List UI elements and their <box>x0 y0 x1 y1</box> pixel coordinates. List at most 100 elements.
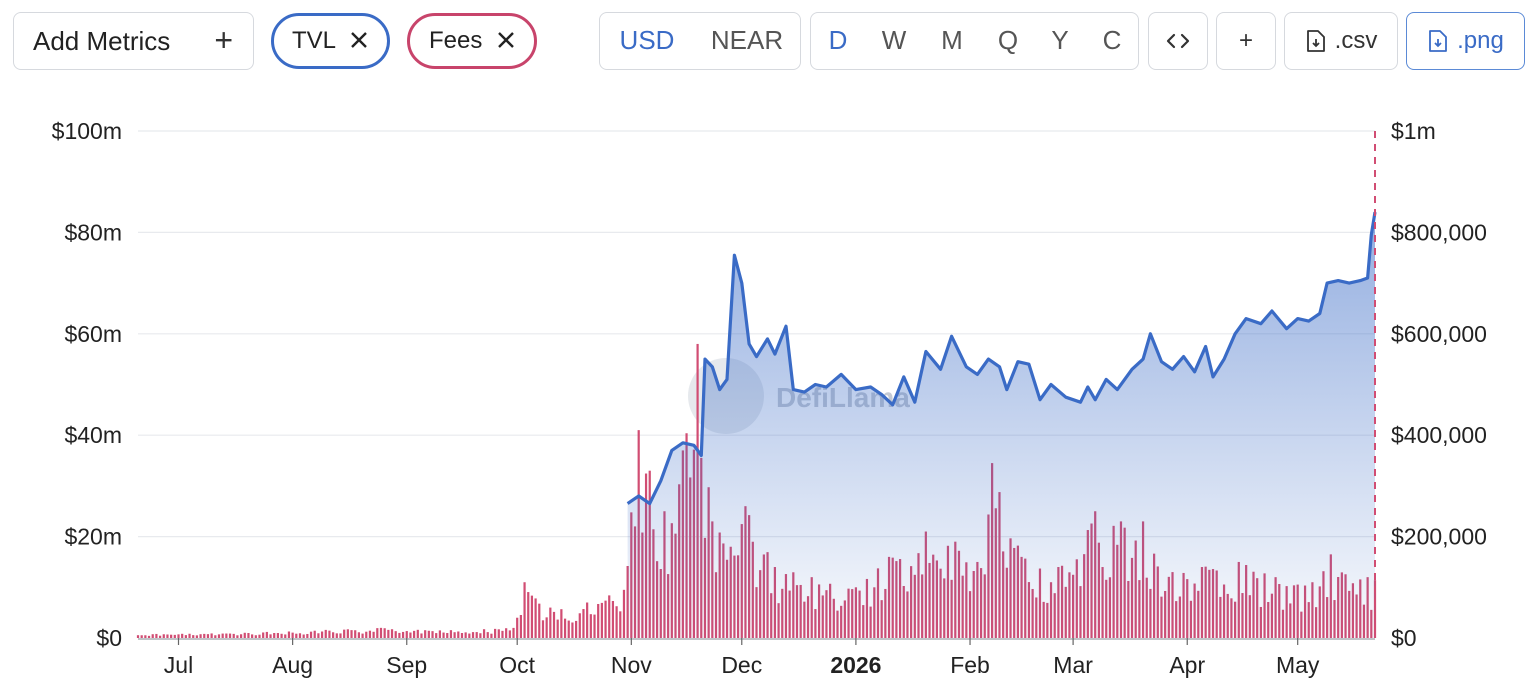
period-option-q[interactable]: Q <box>997 25 1019 55</box>
fees-bar <box>549 607 552 638</box>
period-option-y[interactable]: Y <box>1051 25 1069 55</box>
fees-bar <box>453 632 456 638</box>
fees-bar <box>254 635 257 638</box>
fees-bar <box>1373 580 1377 638</box>
fees-bar <box>376 628 379 638</box>
fees-bar <box>151 634 154 638</box>
fees-bar <box>527 592 530 638</box>
metric-pill-tvl[interactable]: TVL <box>271 13 390 69</box>
fees-bar <box>619 611 622 638</box>
fees-bar <box>140 635 143 638</box>
fees-bar <box>541 620 545 638</box>
fees-bar <box>494 628 497 638</box>
fees-bar <box>170 634 173 638</box>
fees-bar <box>339 633 342 638</box>
currency-option-near[interactable]: NEAR <box>710 25 784 55</box>
y-left-tick-label: $60m <box>64 321 122 347</box>
embed-button[interactable] <box>1148 12 1208 70</box>
fees-bar <box>177 634 180 638</box>
fees-bar <box>365 631 368 638</box>
fees-bar <box>210 633 213 638</box>
metric-pill-label: TVL <box>292 27 337 54</box>
y-right-tick-label: $400,000 <box>1391 422 1487 448</box>
fees-bar <box>523 582 526 638</box>
fees-bar <box>357 632 360 638</box>
fees-bar <box>545 617 548 638</box>
fees-bar <box>372 631 375 638</box>
period-option-w[interactable]: W <box>881 25 907 55</box>
fees-bar <box>475 632 478 638</box>
fees-bar <box>611 600 615 638</box>
add-metrics-button[interactable]: Add Metrics + <box>13 12 254 70</box>
fees-bar <box>501 630 504 638</box>
x-tick-label: 2026 <box>830 652 881 678</box>
close-icon[interactable] <box>346 27 372 53</box>
fees-bar <box>317 633 320 638</box>
fees-bar <box>354 630 357 638</box>
fees-bar <box>457 631 460 638</box>
csv-label: .csv <box>1334 27 1378 54</box>
period-option-c[interactable]: C <box>1102 25 1122 55</box>
png-download-button[interactable]: .png <box>1406 12 1525 70</box>
x-tick-label: Oct <box>499 652 535 678</box>
plus-icon: + <box>1238 27 1253 54</box>
fees-bar <box>199 634 202 638</box>
fees-bar <box>490 633 493 638</box>
csv-download-button[interactable]: .csv <box>1284 12 1398 70</box>
fees-bar <box>320 631 324 638</box>
fees-bar <box>401 631 405 638</box>
fees-bar <box>158 635 162 638</box>
y-left-tick-label: $40m <box>64 422 122 448</box>
y-right-tick-label: $200,000 <box>1391 524 1487 550</box>
fees-bar <box>534 598 537 638</box>
fees-bar <box>214 635 217 638</box>
metric-pill-fees[interactable]: Fees <box>407 13 537 69</box>
period-option-m[interactable]: M <box>941 25 963 55</box>
fees-bar <box>578 613 581 638</box>
add-chart-button[interactable]: + <box>1216 12 1276 70</box>
x-tick-label: Mar <box>1053 652 1093 678</box>
fees-bar <box>313 630 316 638</box>
fees-bar <box>597 603 600 638</box>
x-tick-label: Jul <box>164 652 193 678</box>
fees-bar <box>276 633 279 638</box>
fees-bar <box>280 633 283 638</box>
fees-bar <box>424 630 427 638</box>
fees-bar <box>232 633 235 638</box>
fees-bar <box>471 632 475 638</box>
tvl-area <box>627 212 1375 638</box>
currency-option-usd[interactable]: USD <box>619 25 675 55</box>
fees-bar <box>306 633 309 638</box>
tvl-fees-chart: DefiLlama $0$0$20m$200,000$40m$400,000$6… <box>52 118 1487 678</box>
period-option-d[interactable]: D <box>828 25 848 55</box>
fees-bar <box>519 614 522 638</box>
fees-bar <box>258 634 261 638</box>
fees-bar <box>262 632 265 638</box>
file-download-icon <box>1306 30 1325 52</box>
fees-bar <box>324 629 327 638</box>
fees-bar <box>173 634 176 638</box>
fees-bar <box>203 633 206 638</box>
fees-bar <box>582 609 585 638</box>
fees-bar <box>236 635 239 638</box>
fees-bar <box>155 633 158 638</box>
fees-bar <box>556 619 559 638</box>
fees-bar <box>343 629 346 638</box>
close-icon[interactable] <box>493 27 519 53</box>
fees-bar <box>464 632 467 638</box>
fees-bar <box>184 635 187 638</box>
axes: $0 $0 $20m $200,000 $40m $400,000 $60m $600,000… <box>52 118 1487 678</box>
fees-bar <box>468 633 471 638</box>
x-tick-label: Feb <box>950 652 990 678</box>
y-left-tick-label: $0 <box>96 625 122 651</box>
fees-bar <box>195 635 199 638</box>
x-tick-label: May <box>1276 652 1320 678</box>
fees-bar <box>431 631 434 638</box>
add-metrics-label: Add Metrics <box>33 25 171 56</box>
fees-bar <box>309 631 313 638</box>
tvl-series <box>626 211 1377 638</box>
fees-bar <box>586 602 589 638</box>
fees-bar <box>416 629 419 638</box>
fees-bar <box>479 633 482 638</box>
fees-bar <box>390 629 394 638</box>
